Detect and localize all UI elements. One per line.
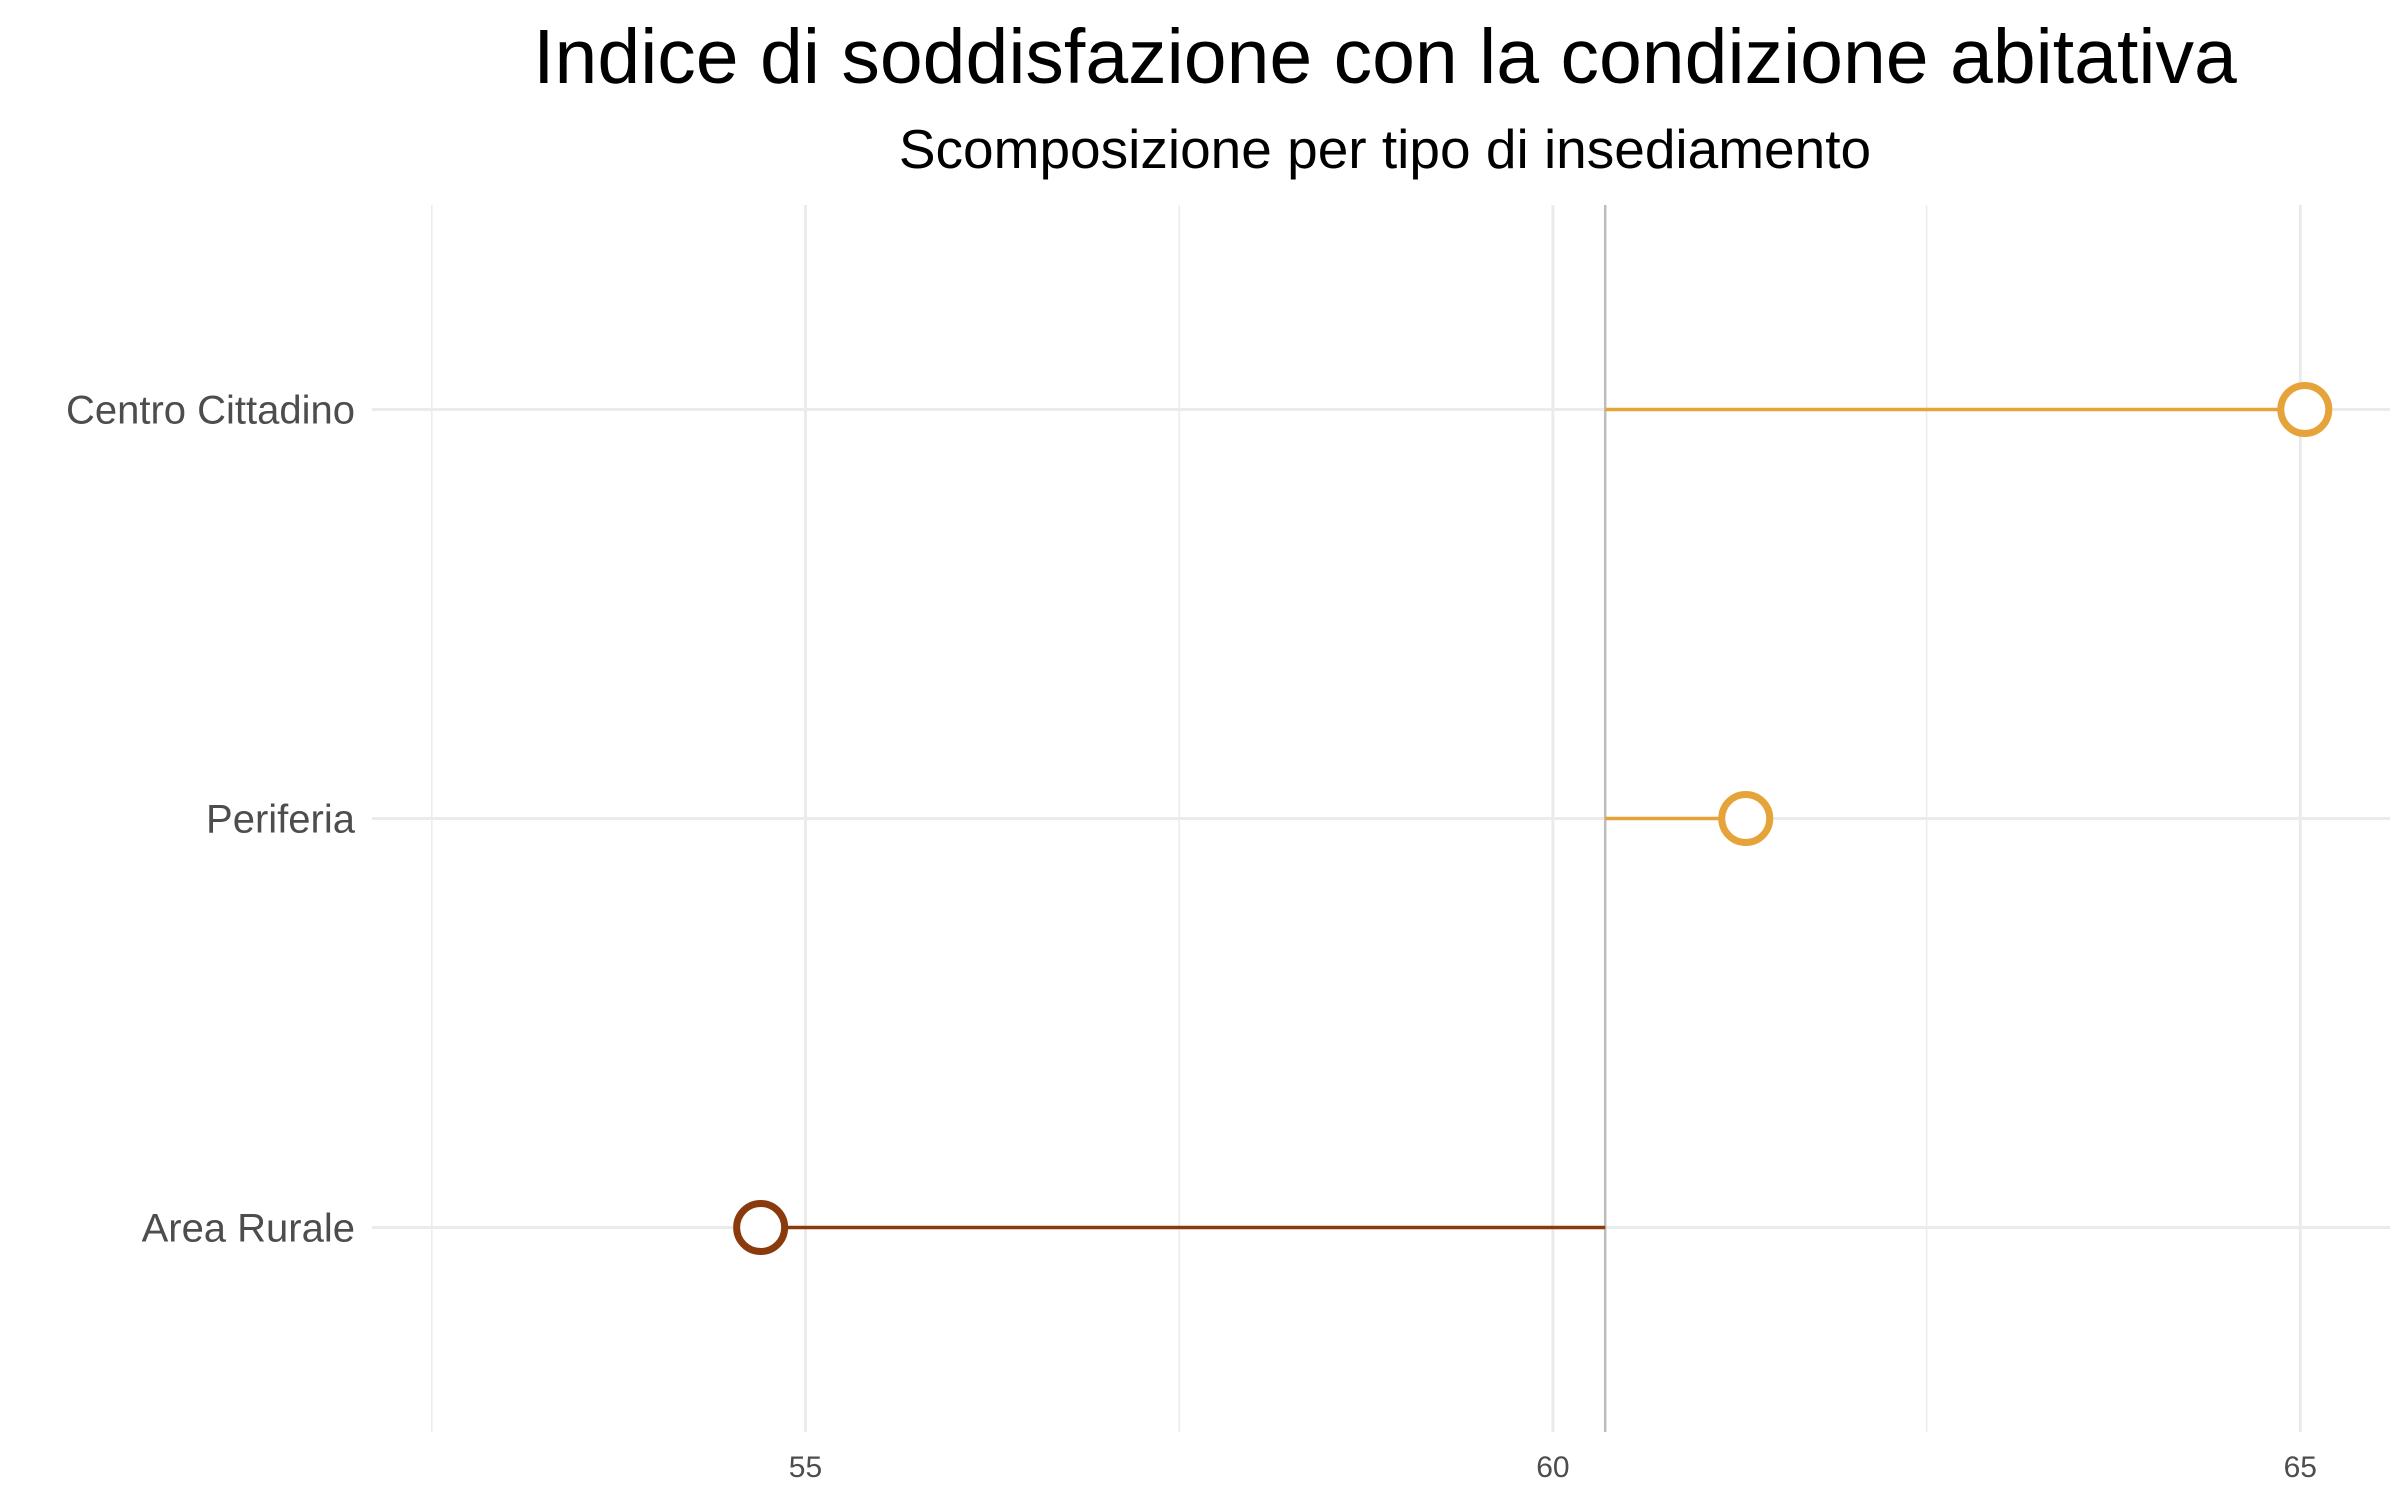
category-label: Centro Cittadino (66, 389, 355, 433)
x-tick-label: 65 (2284, 1451, 2317, 1484)
category-labels: Centro Cittadino Periferia Area Rurale (66, 389, 356, 1251)
lollipop-point (2277, 382, 2333, 437)
x-tick-label: 55 (789, 1451, 822, 1484)
chart-title: Indice di soddisfazione con la condizion… (533, 14, 2237, 100)
lollipop-point (733, 1200, 789, 1255)
chart-subtitle: Scomposizione per tipo di insediamento (899, 118, 1871, 180)
x-tick-labels: 55 60 65 (789, 1451, 2317, 1484)
lollipop-points (733, 382, 2333, 1255)
category-label: Area Rurale (142, 1207, 355, 1251)
category-label: Periferia (206, 798, 356, 842)
grid-lines (372, 205, 2390, 1432)
lollipop-point (1718, 791, 1774, 846)
x-tick-label: 60 (1536, 1451, 1569, 1484)
